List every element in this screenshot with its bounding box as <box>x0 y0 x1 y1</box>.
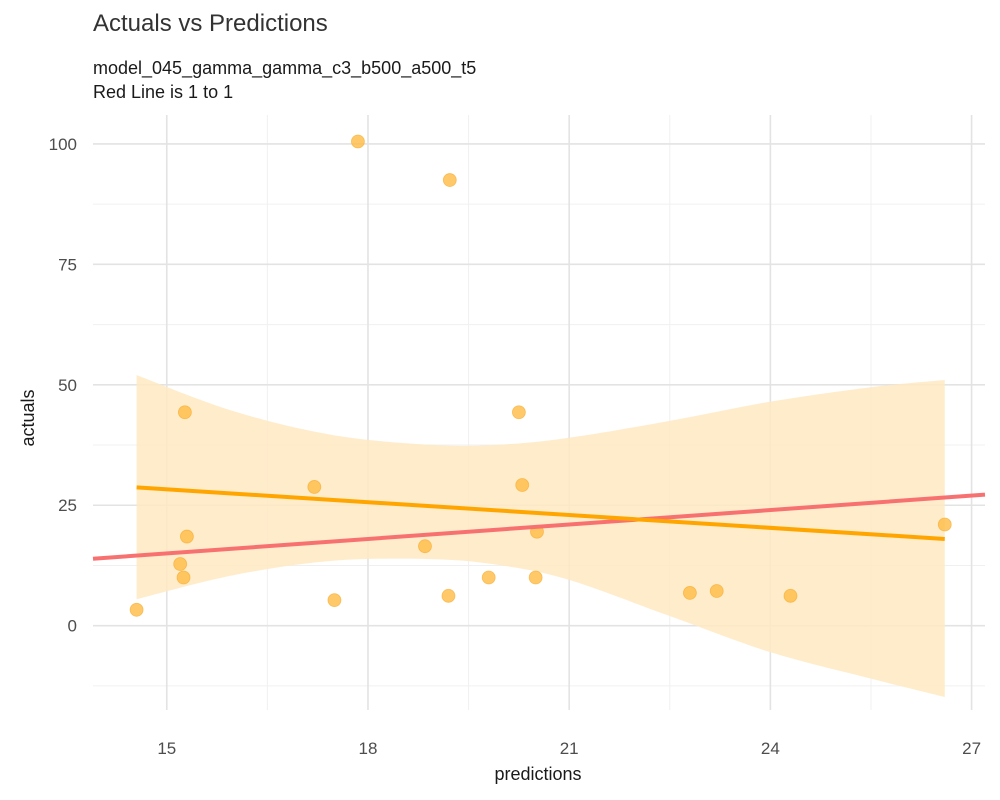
y-tick-label: 50 <box>58 376 77 395</box>
subtitle-line-note: Red Line is 1 to 1 <box>93 82 234 102</box>
y-axis-title: actuals <box>18 389 38 446</box>
identity-line <box>92 492 986 561</box>
trend-lines <box>92 485 986 561</box>
x-axis-title: predictions <box>494 764 581 784</box>
tick-labels: 15 18 21 24 27 0 25 50 75 100 <box>49 135 981 758</box>
data-point <box>129 602 144 617</box>
x-tick-label: 18 <box>359 739 378 758</box>
x-tick-label: 21 <box>560 739 579 758</box>
x-tick-label: 27 <box>962 739 981 758</box>
fit-line <box>136 485 945 541</box>
data-point <box>683 586 697 600</box>
data-point <box>709 584 724 598</box>
y-tick-label: 100 <box>49 135 77 154</box>
x-tick-label: 24 <box>761 739 780 758</box>
data-point <box>442 173 457 187</box>
data-point <box>481 570 496 585</box>
data-point <box>177 405 192 420</box>
data-point <box>441 588 456 603</box>
data-point <box>351 134 365 149</box>
data-point <box>511 405 526 420</box>
data-point <box>528 570 543 585</box>
x-tick-label: 15 <box>157 739 176 758</box>
data-point <box>307 480 322 494</box>
data-point <box>327 593 342 608</box>
data-point <box>418 539 432 554</box>
data-point <box>515 478 530 492</box>
y-tick-label: 75 <box>58 255 77 274</box>
data-points <box>129 134 952 617</box>
data-point <box>937 517 952 532</box>
data-point <box>173 557 188 571</box>
y-tick-label: 25 <box>58 496 77 515</box>
y-tick-label: 0 <box>68 617 77 636</box>
data-point <box>783 588 798 603</box>
chart-subtitle: model_045_gamma_gamma_c3_b500_a500_t5 Re… <box>93 56 476 104</box>
subtitle-line-model: model_045_gamma_gamma_c3_b500_a500_t5 <box>93 58 477 78</box>
data-point <box>176 570 191 585</box>
data-point <box>179 529 194 544</box>
chart-title: Actuals vs Predictions <box>93 10 328 37</box>
